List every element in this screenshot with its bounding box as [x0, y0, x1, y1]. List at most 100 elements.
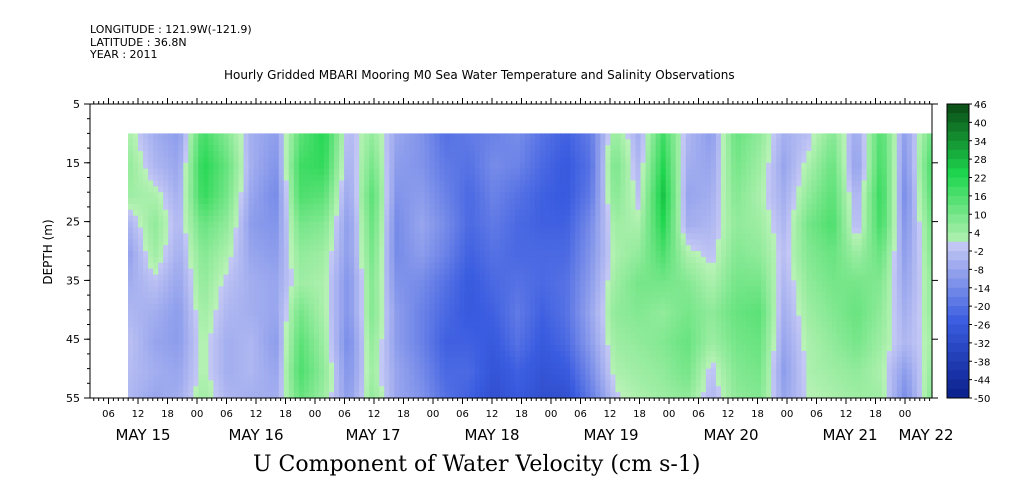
heatmap-cell	[228, 209, 235, 217]
heatmap-cell	[359, 203, 365, 211]
heatmap-cell	[364, 209, 370, 217]
heatmap-cell	[474, 292, 481, 299]
heatmap-cell	[514, 309, 521, 317]
heatmap-cell	[429, 280, 436, 287]
heatmap-cell	[228, 292, 235, 299]
heatmap-cell	[645, 356, 652, 364]
heatmap-cell	[419, 368, 426, 376]
heatmap-cell	[364, 392, 370, 399]
heatmap-cell	[283, 156, 290, 164]
heatmap-cell	[283, 174, 290, 182]
heatmap-cell	[434, 292, 441, 299]
heatmap-cell	[474, 280, 481, 287]
heatmap-cell	[499, 133, 506, 140]
heatmap-cell	[635, 286, 642, 293]
heatmap-cell	[323, 151, 330, 158]
heatmap-cell	[414, 274, 421, 281]
heatmap-cell	[359, 245, 365, 252]
heatmap-cell	[409, 309, 416, 317]
heatmap-cell	[499, 368, 506, 376]
heatmap-cell	[288, 392, 295, 399]
heatmap-cell	[660, 321, 667, 329]
heatmap-cell	[434, 239, 441, 246]
heatmap-cell	[384, 251, 390, 258]
heatmap-cell	[213, 280, 220, 287]
heatmap-cell	[439, 233, 446, 240]
heatmap-cell	[213, 298, 220, 305]
heatmap-cell	[605, 339, 612, 346]
heatmap-cell	[459, 350, 466, 358]
heatmap-cell	[560, 268, 566, 276]
heatmap-cell	[298, 327, 305, 334]
heatmap-cell	[153, 327, 159, 334]
heatmap-cell	[268, 233, 275, 240]
heatmap-cell	[620, 133, 627, 140]
heatmap-cell	[158, 156, 164, 164]
heatmap-cell	[665, 274, 672, 281]
heatmap-cell	[223, 362, 230, 370]
heatmap-cell	[133, 133, 139, 140]
heatmap-cell	[434, 356, 441, 364]
heatmap-cell	[253, 145, 260, 152]
heatmap-cell	[364, 180, 370, 187]
heatmap-cell	[605, 198, 612, 205]
heatmap-cell	[303, 133, 310, 140]
heatmap-cell	[298, 350, 305, 358]
heatmap-cell	[484, 209, 491, 217]
heatmap-cell	[590, 298, 596, 305]
heatmap-cell	[575, 298, 581, 305]
heatmap-cell	[359, 268, 365, 276]
heatmap-cell	[560, 168, 566, 176]
heatmap-cell	[339, 251, 345, 258]
heatmap-cell	[439, 333, 446, 340]
heatmap-cell	[519, 174, 526, 182]
heatmap-cell	[233, 133, 240, 140]
heatmap-cell	[600, 374, 606, 381]
heatmap-cell	[329, 156, 335, 164]
heatmap-cell	[640, 174, 647, 182]
heatmap-cell	[479, 192, 486, 199]
heatmap-cell	[379, 227, 385, 234]
heatmap-cell	[253, 198, 260, 205]
heatmap-cell	[434, 339, 441, 346]
heatmap-cell	[434, 374, 441, 381]
heatmap-cell	[158, 168, 164, 176]
heatmap-cell	[650, 350, 657, 358]
heatmap-cell	[233, 268, 240, 276]
heatmap-cell	[680, 303, 687, 311]
heatmap-cell	[670, 239, 677, 246]
heatmap-cell	[329, 368, 335, 376]
heatmap-cell	[635, 339, 642, 346]
heatmap-cell	[399, 380, 405, 387]
heatmap-cell	[665, 233, 672, 240]
heatmap-cell	[570, 368, 576, 376]
heatmap-cell	[158, 280, 164, 287]
heatmap-cell	[218, 209, 225, 217]
heatmap-cell	[540, 386, 546, 393]
heatmap-cell	[519, 327, 526, 334]
heatmap-cell	[540, 239, 546, 246]
heatmap-cell	[238, 256, 245, 264]
heatmap-cell	[519, 145, 526, 152]
heatmap-cell	[193, 233, 199, 240]
heatmap-cell	[635, 374, 642, 381]
heatmap-cell	[258, 209, 265, 217]
heatmap-cell	[479, 303, 486, 311]
heatmap-cell	[349, 392, 355, 399]
heatmap-cell	[404, 350, 411, 358]
heatmap-cell	[193, 192, 199, 199]
heatmap-cell	[580, 233, 586, 240]
heatmap-cell	[585, 386, 591, 393]
heatmap-cell	[379, 350, 385, 358]
heatmap-cell	[550, 239, 556, 246]
heatmap-cell	[484, 156, 491, 164]
heatmap-cell	[158, 380, 164, 387]
heatmap-cell	[419, 221, 426, 229]
heatmap-cell	[514, 386, 521, 393]
heatmap-cell	[555, 203, 561, 211]
heatmap-cell	[605, 345, 612, 352]
heatmap-cell	[143, 333, 149, 340]
heatmap-cell	[585, 174, 591, 182]
heatmap-cell	[550, 162, 556, 170]
heatmap-cell	[143, 362, 149, 370]
